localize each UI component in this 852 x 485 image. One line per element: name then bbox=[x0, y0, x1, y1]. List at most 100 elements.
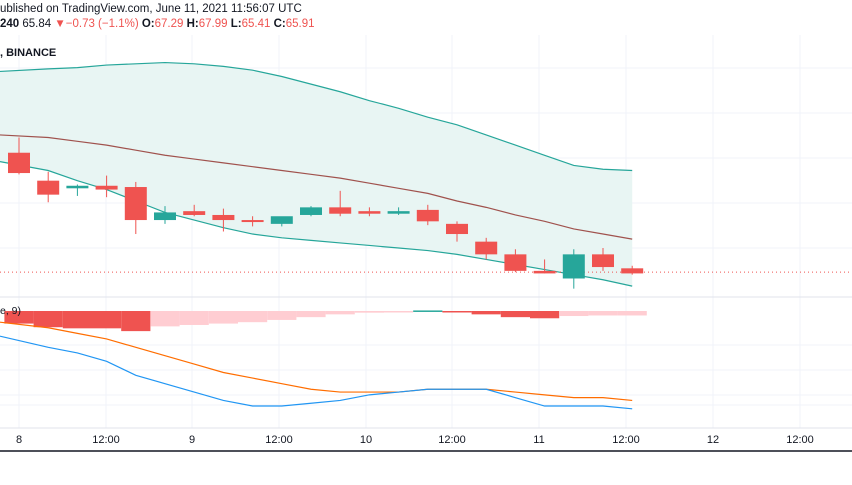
macd-histogram-bar bbox=[208, 311, 238, 324]
x-tick-label: 10 bbox=[360, 434, 372, 446]
candle bbox=[358, 207, 381, 217]
candle bbox=[475, 237, 498, 260]
bollinger-lower-line bbox=[0, 161, 633, 287]
candlestick-series bbox=[8, 137, 644, 289]
candle bbox=[329, 190, 352, 217]
macd-histogram-bar bbox=[150, 311, 180, 327]
candle-body bbox=[533, 270, 556, 274]
candle bbox=[592, 248, 614, 271]
macd-histogram-bar bbox=[92, 311, 122, 329]
macd-histogram-bar bbox=[121, 311, 151, 332]
open-value: 67.29 bbox=[154, 18, 184, 30]
close-label: C: bbox=[273, 18, 286, 30]
candle bbox=[66, 184, 89, 196]
candle-body bbox=[66, 185, 89, 189]
candle-body bbox=[241, 220, 264, 223]
timeframe-label: 240 bbox=[0, 18, 20, 30]
candle-body bbox=[8, 152, 30, 174]
macd-histogram-bar bbox=[559, 311, 589, 317]
candle-body bbox=[446, 223, 468, 235]
x-tick-label: 9 bbox=[189, 434, 195, 446]
candle bbox=[504, 249, 527, 273]
x-tick-label: 12:00 bbox=[786, 434, 814, 446]
candle bbox=[241, 216, 264, 227]
macd-histogram-bar bbox=[413, 310, 443, 312]
high-value: 67.99 bbox=[198, 18, 228, 30]
candle-body bbox=[475, 241, 498, 255]
x-tick-label: 12:00 bbox=[612, 434, 640, 446]
symbol-exchange-label: , BINANCE bbox=[0, 47, 56, 59]
candle-body bbox=[212, 214, 235, 221]
change-down-icon: ▼ bbox=[54, 18, 66, 30]
candle-body bbox=[329, 207, 352, 214]
close-value: 65.91 bbox=[285, 18, 315, 30]
published-text: ublished on TradingView.com, June 11, 20… bbox=[0, 3, 302, 15]
published-line: ublished on TradingView.com, June 11, 20… bbox=[0, 3, 302, 15]
candle-body bbox=[387, 211, 410, 214]
candle bbox=[300, 206, 322, 217]
candle bbox=[387, 207, 410, 215]
macd-indicator-label: e, 9) bbox=[0, 305, 22, 317]
macd-histogram-bar bbox=[500, 311, 530, 318]
macd-signal-line bbox=[0, 321, 633, 402]
candle-body bbox=[358, 211, 381, 214]
candle bbox=[416, 204, 439, 226]
macd-histogram-bar bbox=[33, 311, 63, 328]
macd-histogram-bar bbox=[530, 311, 560, 319]
candle-body bbox=[504, 254, 527, 271]
candle-body bbox=[95, 185, 118, 190]
x-tick-label: 8 bbox=[16, 434, 22, 446]
macd-histogram-bar bbox=[62, 311, 92, 329]
candle-body bbox=[562, 254, 585, 279]
candle bbox=[95, 175, 118, 198]
candle bbox=[124, 181, 147, 235]
macd-histogram-bar bbox=[325, 311, 355, 315]
macd-histogram-bar bbox=[354, 311, 384, 313]
macd-histogram-bar bbox=[617, 311, 647, 316]
candle-body bbox=[37, 180, 60, 195]
candle bbox=[533, 259, 556, 274]
open-label: O: bbox=[141, 18, 155, 30]
bollinger-fill bbox=[0, 62, 633, 287]
macd-histogram-bar bbox=[267, 311, 297, 320]
candle-body bbox=[154, 212, 176, 221]
candle bbox=[270, 216, 293, 227]
candle bbox=[446, 221, 468, 242]
exchange-name: , BINANCE bbox=[0, 47, 57, 59]
candle-body bbox=[621, 268, 644, 274]
time-axis[interactable]: 8 12:00 9 12:00 10 12:00 11 12:00 12 12:00 bbox=[16, 434, 814, 446]
low-value: 65.41 bbox=[241, 18, 271, 30]
x-tick-label: 11 bbox=[533, 434, 544, 446]
bollinger-band-area bbox=[0, 62, 633, 287]
ohlc-legend: 240 65.84 ▼−0.73 (−1.1%) O:67.29 H:67.99… bbox=[0, 18, 315, 30]
candle bbox=[562, 249, 585, 289]
macd-histogram-bar bbox=[179, 311, 209, 325]
macd-histogram bbox=[4, 310, 647, 332]
x-tick-label: 12:00 bbox=[265, 434, 293, 446]
candle-body bbox=[416, 209, 439, 222]
candle bbox=[37, 171, 60, 203]
macd-histogram-bar bbox=[238, 311, 268, 323]
candle-body bbox=[300, 207, 322, 215]
x-tick-label: 12:00 bbox=[92, 434, 120, 446]
last-price: 65.84 bbox=[22, 18, 52, 30]
candle-body bbox=[183, 211, 206, 215]
candle-body bbox=[124, 187, 147, 221]
macd-lines bbox=[0, 321, 633, 410]
x-tick-label: 12 bbox=[707, 434, 719, 446]
candle-body bbox=[270, 216, 293, 224]
macd-histogram-bar bbox=[384, 311, 414, 313]
bollinger-upper-line bbox=[0, 61, 633, 172]
candle bbox=[621, 265, 644, 275]
macd-histogram-bar bbox=[442, 311, 472, 313]
candle bbox=[8, 137, 30, 175]
change-value: −0.73 (−1.1%) bbox=[65, 18, 139, 30]
candle bbox=[183, 204, 206, 217]
candle bbox=[154, 206, 176, 224]
macd-histogram-bar bbox=[296, 311, 326, 318]
bollinger-basis-line bbox=[0, 134, 633, 240]
candle-body bbox=[592, 254, 614, 268]
high-label: H: bbox=[186, 18, 199, 30]
macd-histogram-bar bbox=[588, 311, 618, 316]
